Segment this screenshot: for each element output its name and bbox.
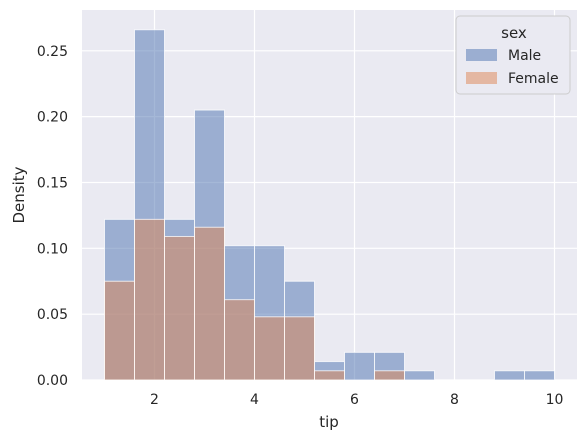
x-tick-label: 4 xyxy=(250,392,259,408)
y-tick-label: 0.05 xyxy=(37,307,68,323)
y-tick-label: 0.25 xyxy=(37,44,68,60)
female-bar xyxy=(254,316,285,381)
y-tick-label: 0.20 xyxy=(37,110,68,126)
male-bar xyxy=(494,370,525,381)
y-tick-label: 0.00 xyxy=(37,373,68,389)
y-tick-labels: 0.00 0.05 0.10 0.15 0.20 0.25 xyxy=(37,44,68,389)
legend: sex Male Female xyxy=(455,15,571,95)
female-bar xyxy=(164,235,195,381)
legend-label-female: Female xyxy=(508,71,559,87)
female-bar xyxy=(374,370,405,381)
legend-swatch-male xyxy=(466,49,497,61)
male-bar xyxy=(404,370,435,381)
legend-title: sex xyxy=(501,24,527,42)
male-bar xyxy=(524,370,555,381)
x-tick-label: 2 xyxy=(150,392,159,408)
female-bar xyxy=(134,218,165,381)
x-tick-labels: 2 4 6 8 10 xyxy=(150,392,563,408)
female-bar xyxy=(194,226,225,381)
legend-swatch-female xyxy=(466,72,497,84)
female-bar xyxy=(314,370,345,381)
x-tick-label: 6 xyxy=(350,392,359,408)
x-tick-label: 10 xyxy=(546,392,564,408)
y-tick-label: 0.10 xyxy=(37,241,68,257)
female-bars xyxy=(104,218,405,381)
x-tick-label: 8 xyxy=(450,392,459,408)
female-bar xyxy=(104,280,135,381)
y-tick-label: 0.15 xyxy=(37,175,68,191)
male-bar xyxy=(344,351,375,381)
legend-label-male: Male xyxy=(508,48,541,64)
female-bar xyxy=(224,299,255,381)
female-bar xyxy=(284,316,315,381)
x-axis-label: tip xyxy=(319,413,339,431)
y-axis-label: Density xyxy=(10,166,28,223)
